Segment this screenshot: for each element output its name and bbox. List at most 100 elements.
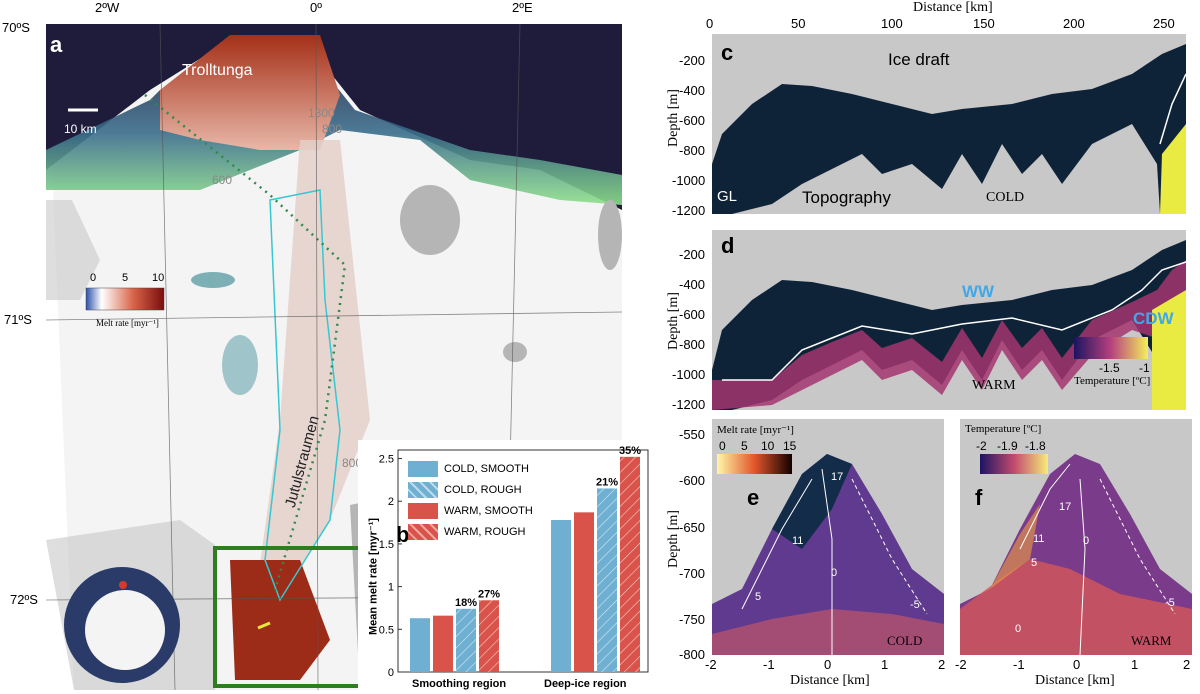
- ocean-region: [46, 24, 622, 210]
- cold-label: COLD: [986, 190, 1025, 205]
- isotherm-white: [1159, 73, 1186, 145]
- cold-water-body: [712, 44, 1186, 214]
- cdw-label: CDW: [1133, 309, 1174, 328]
- cb-tick-e: 0: [719, 439, 726, 453]
- xtick: -1: [763, 657, 775, 672]
- panel-e-label: e: [747, 485, 760, 510]
- topography-label: Topography: [802, 188, 891, 207]
- cdw-yellow: [1160, 124, 1186, 214]
- panel-f-label: f: [975, 485, 983, 510]
- bar-annotation: 21%: [596, 476, 618, 488]
- contour-label: -5: [910, 599, 920, 611]
- contour-label: 600: [212, 173, 233, 187]
- ytick: -550: [679, 427, 706, 442]
- contour-label: 17: [831, 471, 844, 483]
- cb-tick-f: -1.9: [997, 439, 1018, 453]
- xtick: 2: [1183, 657, 1191, 672]
- ytick: -800: [679, 337, 706, 352]
- xlabel-e: Distance [km]: [790, 673, 870, 688]
- cold-water-core: [772, 454, 852, 549]
- antarctica-continent: [85, 590, 165, 670]
- jutulstraumen-core: [230, 560, 330, 680]
- lon-tick-2e: 2ºE: [512, 0, 533, 15]
- panel-c-label: c: [721, 40, 734, 65]
- panel-d: d WW CDW WARM -1.5 -1 Temperature [ºC] D…: [655, 225, 1200, 415]
- xtick: 1: [1131, 657, 1139, 672]
- bar-warm-smooth-0: [433, 615, 453, 672]
- colorbar-tick: 10: [152, 272, 165, 284]
- bar-legend: COLD, SMOOTH COLD, ROUGH WARM, SMOOTH WA…: [408, 458, 550, 542]
- temp-colorbar-f: [980, 454, 1048, 474]
- xlabel-f: Distance [km]: [1035, 673, 1115, 688]
- contour-label: 800: [322, 122, 343, 136]
- melt-colorbar: [85, 287, 165, 311]
- ytick: -600: [679, 113, 706, 128]
- trolltunga-melt: [160, 35, 340, 150]
- bar-hatch: [479, 600, 499, 672]
- bar-annotation: 35%: [619, 445, 641, 457]
- bottom-warm: [712, 609, 944, 655]
- bar-xcat-smoothing: Smoothing region: [412, 678, 507, 690]
- colorbar-tick: 5: [122, 272, 129, 284]
- lat-tick-72: 72ºS: [10, 592, 38, 607]
- contour-line: [851, 478, 928, 615]
- warm-label: WARM: [972, 378, 1016, 393]
- contour-label: 11: [1033, 533, 1045, 545]
- cb-tick-e: 10: [761, 439, 775, 453]
- temp-cb-tick: -1.5: [1099, 361, 1120, 375]
- contour-line: [821, 468, 833, 655]
- legend-item: COLD, ROUGH: [408, 479, 550, 500]
- panel-f: f Temperature [ºC] -2 -1.9 -1.8 17 11 5 …: [955, 415, 1200, 694]
- bar-cold-smooth-1: [551, 520, 571, 672]
- legend-text: COLD, ROUGH: [444, 483, 522, 496]
- scale-label: 10 km: [64, 122, 97, 136]
- lat-tick-71: 71ºS: [4, 312, 32, 327]
- cb-tick-e: 5: [741, 439, 748, 453]
- legend-text: WARM, ROUGH: [444, 525, 526, 538]
- yellow-marker: [257, 621, 271, 630]
- ytick: -1200: [672, 397, 706, 412]
- xtick: 2: [938, 657, 946, 672]
- ytick: -800: [679, 647, 706, 662]
- warm-edge: [990, 504, 1040, 589]
- warm-bottom: [960, 559, 1192, 655]
- xtick: 150: [973, 16, 995, 31]
- panel-c-plot: [712, 34, 1186, 214]
- contour-line: [1099, 478, 1176, 615]
- ytick: -400: [679, 277, 706, 292]
- xtick: 50: [791, 16, 806, 31]
- ytick: -200: [679, 53, 706, 68]
- ytick: -650: [679, 520, 706, 535]
- cb-tick-f: -2: [976, 439, 987, 453]
- panel-c: Distance [km] 0 50 100 150 200 250 c Ice…: [655, 0, 1200, 225]
- cb-tick-e: 15: [783, 439, 797, 453]
- colorbar-tick: 0: [90, 272, 97, 284]
- melt-colorbar-e: [717, 454, 792, 474]
- panel-f-plot: [960, 419, 1192, 655]
- xtick: 0: [824, 657, 832, 672]
- panel-a-label: a: [50, 32, 63, 57]
- warm-layer: [712, 260, 1186, 410]
- place-trolltunga: Trolltunga: [182, 62, 253, 79]
- temp-cb-tick: -1: [1139, 361, 1150, 375]
- panel-e-plot: [712, 419, 944, 655]
- globe-marker: [119, 581, 127, 589]
- y-tick-label: 2: [388, 496, 394, 508]
- ytick: -600: [679, 307, 706, 322]
- contour-label: 1800: [308, 106, 335, 120]
- contour-line: [1019, 463, 1071, 550]
- xtick: -2: [955, 657, 967, 672]
- ytick: -700: [679, 566, 706, 581]
- ylabel-e: Depth [m]: [665, 510, 681, 568]
- ytick: -750: [679, 612, 706, 627]
- xtick: 0: [706, 16, 714, 31]
- gl-label: GL: [717, 188, 738, 205]
- legend-swatch-cold-rough: [408, 481, 438, 498]
- contour-label: 11: [792, 535, 804, 547]
- ice-draft-label: Ice draft: [888, 50, 950, 69]
- ytick: -600: [679, 473, 706, 488]
- ytick: -1000: [672, 367, 706, 382]
- land-patch: [400, 185, 460, 255]
- legend-item: WARM, ROUGH: [408, 521, 550, 542]
- cb-tick-f: -1.8: [1025, 439, 1046, 453]
